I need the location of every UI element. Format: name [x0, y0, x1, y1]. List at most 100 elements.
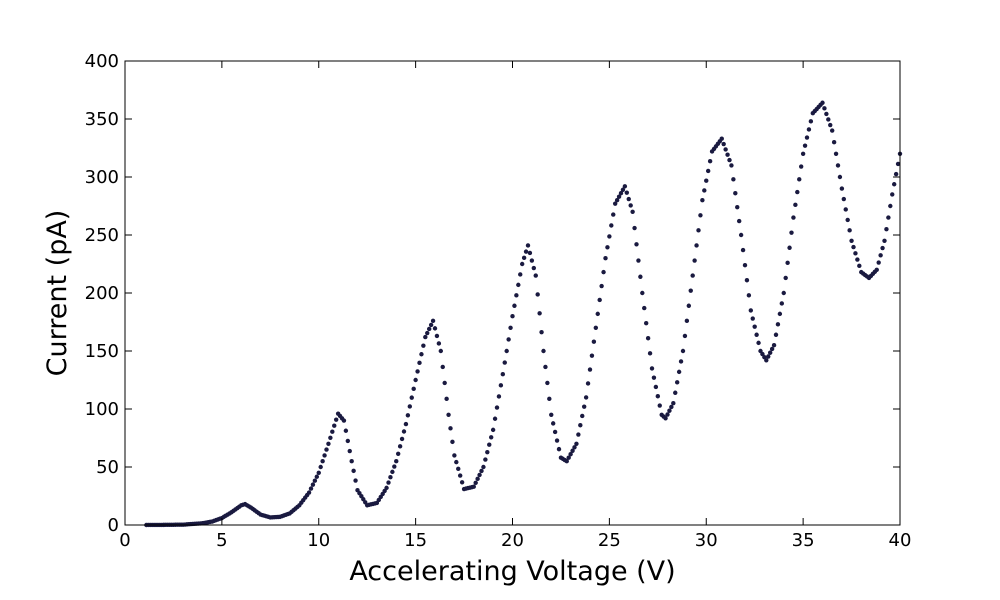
- data-point: [886, 215, 891, 220]
- data-point: [611, 212, 616, 217]
- data-point: [347, 448, 352, 454]
- data-point: [394, 459, 399, 464]
- data-point: [643, 320, 649, 326]
- x-tick-label: 15: [404, 530, 427, 551]
- data-point: [820, 100, 825, 105]
- data-point: [682, 333, 688, 339]
- data-point: [585, 381, 591, 386]
- data-point: [742, 262, 748, 268]
- data-point: [401, 429, 407, 434]
- data-point: [603, 256, 608, 261]
- data-point: [568, 452, 573, 457]
- data-point: [314, 474, 320, 479]
- data-point: [403, 421, 409, 427]
- data-point: [328, 435, 333, 440]
- data-point: [616, 194, 622, 199]
- data-point: [694, 243, 699, 248]
- data-point: [669, 404, 674, 410]
- data-point: [789, 230, 794, 235]
- data-point: [545, 380, 550, 386]
- data-point: [550, 421, 556, 426]
- data-point: [537, 311, 542, 316]
- data-point: [457, 473, 463, 478]
- data-point: [386, 480, 391, 485]
- data-point: [642, 305, 647, 311]
- y-tick-label: 300: [85, 167, 119, 188]
- data-point: [409, 395, 414, 400]
- data-point: [477, 472, 482, 478]
- data-point: [459, 480, 465, 485]
- data-point: [419, 352, 424, 357]
- data-point: [432, 326, 438, 331]
- data-point: [444, 396, 449, 402]
- data-point: [349, 459, 354, 464]
- data-point: [767, 350, 773, 355]
- data-point: [618, 191, 624, 196]
- data-point: [428, 322, 434, 328]
- data-point: [423, 334, 428, 340]
- data-point: [607, 234, 612, 239]
- data-point: [756, 340, 761, 346]
- data-point: [494, 405, 500, 410]
- data-point: [353, 478, 358, 483]
- data-point: [826, 117, 831, 122]
- data-point: [415, 369, 420, 374]
- data-point: [533, 273, 538, 278]
- data-point: [835, 163, 841, 168]
- data-point: [884, 227, 889, 232]
- data-point: [671, 401, 676, 406]
- data-point: [547, 396, 552, 402]
- x-axis-label: Accelerating Voltage (V): [349, 556, 675, 587]
- data-point: [632, 225, 637, 231]
- data-point: [808, 119, 814, 124]
- y-axis-label: Current (pA): [42, 210, 73, 377]
- data-point: [674, 380, 680, 385]
- data-point: [564, 459, 569, 464]
- data-point: [481, 464, 486, 470]
- data-point: [766, 354, 771, 359]
- data-point: [609, 223, 614, 228]
- data-point: [539, 329, 544, 335]
- data-point: [874, 267, 879, 272]
- data-point: [857, 263, 862, 269]
- data-point: [828, 122, 833, 128]
- data-point: [876, 260, 881, 265]
- data-point: [576, 432, 581, 437]
- data-point: [628, 203, 633, 208]
- y-tick-label: 350: [85, 109, 119, 130]
- data-point: [773, 332, 779, 337]
- data-point: [696, 228, 701, 233]
- data-point: [456, 466, 461, 472]
- y-tick-label: 150: [85, 341, 119, 362]
- data-point: [529, 258, 535, 263]
- data-point: [614, 198, 620, 203]
- y-tick-label: 200: [85, 283, 119, 304]
- data-point: [822, 106, 827, 111]
- data-point: [425, 330, 430, 336]
- data-point: [390, 469, 395, 475]
- data-point: [411, 386, 416, 392]
- data-point: [591, 339, 597, 344]
- data-point: [692, 258, 697, 263]
- data-point: [502, 360, 507, 365]
- data-point: [630, 209, 635, 214]
- data-point: [523, 249, 529, 254]
- data-point: [308, 486, 314, 491]
- data-point: [849, 238, 854, 243]
- data-point: [895, 161, 901, 167]
- data-point: [890, 192, 895, 197]
- data-point: [829, 128, 835, 133]
- data-point: [392, 464, 397, 469]
- data-point: [448, 426, 453, 431]
- data-point: [397, 444, 403, 449]
- data-point: [721, 141, 726, 147]
- data-point: [479, 468, 484, 474]
- data-point: [395, 451, 401, 456]
- data-point: [793, 202, 798, 208]
- data-point: [727, 157, 732, 163]
- data-point: [738, 232, 744, 238]
- data-point: [663, 416, 668, 421]
- data-point: [735, 204, 740, 210]
- data-point: [645, 336, 651, 341]
